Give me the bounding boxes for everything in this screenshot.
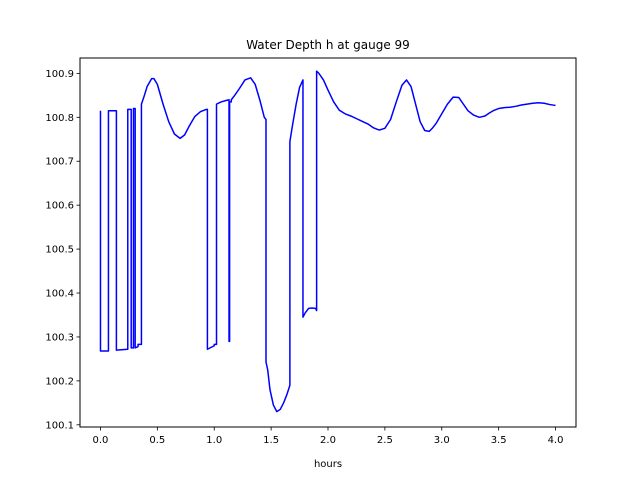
- x-axis-ticks: 0.0 0.5 1.0 1.5 2.0 2.5 3.0 3.5 4.0: [93, 427, 564, 446]
- series-line-0: [99, 70, 556, 413]
- x-axis-label: hours: [314, 459, 342, 470]
- y-tick-label: 100.7: [45, 157, 74, 168]
- y-tick-label: 100.5: [45, 245, 74, 256]
- y-tick-label: 100.2: [45, 376, 74, 387]
- x-tick-label: 2.0: [320, 435, 336, 446]
- x-tick-label: 2.5: [377, 435, 393, 446]
- chart-title: Water Depth h at gauge 99: [246, 38, 410, 52]
- x-tick-label: 0.5: [149, 435, 165, 446]
- x-tick-label: 1.5: [263, 435, 279, 446]
- y-tick-label: 100.1: [45, 420, 74, 431]
- x-tick-label: 4.0: [548, 435, 564, 446]
- x-tick-label: 3.5: [491, 435, 507, 446]
- x-tick-label: 1.0: [206, 435, 222, 446]
- y-axis-ticks: 100.1 100.2 100.3 100.4 100.5 100.6 100.7 100.8…: [45, 69, 80, 431]
- x-tick-label: 3.0: [434, 435, 450, 446]
- y-tick-label: 100.3: [45, 332, 74, 343]
- y-tick-label: 100.4: [45, 289, 74, 300]
- y-tick-label: 100.6: [45, 201, 74, 212]
- y-tick-label: 100.9: [45, 69, 74, 80]
- x-tick-label: 0.0: [93, 435, 109, 446]
- y-tick-label: 100.8: [45, 113, 74, 124]
